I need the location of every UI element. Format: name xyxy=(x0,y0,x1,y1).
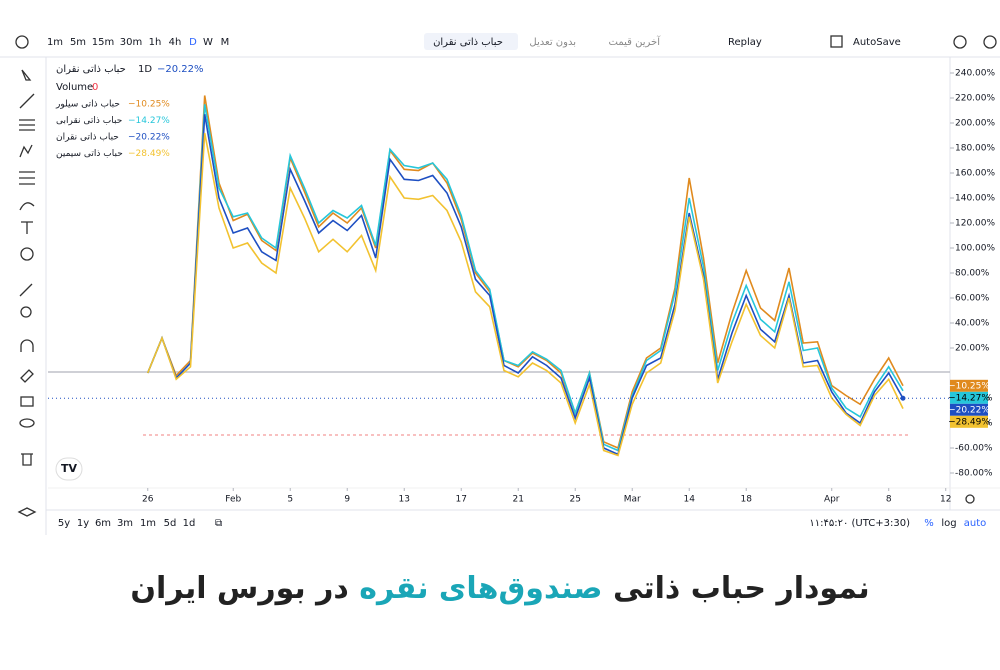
price-tag xyxy=(950,403,988,416)
range-button[interactable]: 1m xyxy=(140,518,156,529)
interval[interactable]: W xyxy=(203,37,213,48)
interval[interactable]: 1m xyxy=(47,37,63,48)
replay[interactable]: Replay xyxy=(728,37,762,48)
caption-after: در بورس ایران xyxy=(130,571,348,606)
caption-before: نمودار حباب ذاتی xyxy=(613,571,870,606)
fullscreen-icon[interactable] xyxy=(983,35,997,49)
symbol-search[interactable] xyxy=(424,33,518,50)
drawing-tools[interactable] xyxy=(17,69,37,517)
legend-volume: Volume xyxy=(56,82,93,93)
legend-volume-value: 0 xyxy=(92,82,98,93)
price-tag-label: −28.49% xyxy=(948,417,990,427)
interval[interactable]: 4h xyxy=(169,37,182,48)
legend-value: −14.27% xyxy=(128,116,170,126)
x-tick-label: 5 xyxy=(287,495,293,505)
range-button[interactable]: 1d xyxy=(183,518,196,529)
auto-toggle[interactable]: auto xyxy=(964,518,987,529)
legend-value: −20.22% xyxy=(157,64,204,75)
axis-settings-icon[interactable] xyxy=(965,494,975,504)
y-tick-label: 100.00% xyxy=(955,244,995,254)
x-tick-label: Mar xyxy=(624,495,641,505)
x-tick-label: 13 xyxy=(399,495,410,505)
symbol-search-text[interactable]: حباب ذاتی نقران xyxy=(433,37,503,48)
y-tick-label: 40.00% xyxy=(955,319,990,329)
x-tick-label: 26 xyxy=(142,495,154,505)
logo-text: TV xyxy=(61,462,78,475)
price-tag xyxy=(950,391,988,404)
x-tick-label: Feb xyxy=(225,495,241,505)
y-tick-label: -80.00% xyxy=(955,469,993,479)
range-button[interactable]: 6m xyxy=(95,518,111,529)
x-tick-label: 8 xyxy=(886,495,892,505)
adjustment[interactable]: بدون تعدیل xyxy=(529,37,576,48)
caption: نمودار حباب ذاتی صندوق‌های نقره در بورس … xyxy=(130,571,869,606)
interval[interactable]: M xyxy=(221,37,230,48)
settings-icon[interactable] xyxy=(953,35,967,49)
series-line xyxy=(146,95,904,450)
x-tick-label: Apr xyxy=(824,495,840,505)
x-tick-label: 9 xyxy=(344,495,350,505)
add-symbol-icon[interactable] xyxy=(15,35,29,49)
x-tick-label: 14 xyxy=(684,495,696,505)
x-tick-label: 21 xyxy=(513,495,524,505)
y-tick-label: 200.00% xyxy=(955,119,995,129)
x-tick-label: 25 xyxy=(570,495,581,505)
price-tag-label: −14.27% xyxy=(948,393,990,403)
legend-name: حباب ذاتی سیمین xyxy=(56,149,123,159)
log-toggle[interactable]: log xyxy=(941,518,956,529)
interval[interactable]: 1h xyxy=(149,37,162,48)
percent-toggle[interactable]: % xyxy=(924,518,934,529)
y-tick-label: 180.00% xyxy=(955,144,995,154)
legend-value: −28.49% xyxy=(128,149,170,159)
autosave[interactable]: AutoSave xyxy=(853,37,901,48)
price-tag xyxy=(950,415,988,428)
interval[interactable]: 30m xyxy=(120,37,142,48)
legend-value: −10.25% xyxy=(128,100,170,110)
autosave-checkbox[interactable] xyxy=(830,35,843,48)
caption-highlight: صندوق‌های نقره xyxy=(359,571,602,606)
series-line xyxy=(146,114,904,456)
interval[interactable]: 15m xyxy=(92,37,114,48)
y-tick-label: 20.00% xyxy=(955,344,990,354)
y-tick-label: 60.00% xyxy=(955,294,990,304)
y-tick-label: 120.00% xyxy=(955,219,995,229)
range-button[interactable]: 5y xyxy=(58,518,70,529)
x-tick-label: 12 xyxy=(940,495,951,505)
interval[interactable]: D xyxy=(189,37,197,48)
tradingview-logo[interactable] xyxy=(55,457,83,481)
range-button[interactable]: 1y xyxy=(77,518,89,529)
y-tick-label: 240.00% xyxy=(955,69,995,79)
series-line xyxy=(146,104,904,452)
x-tick-label: 18 xyxy=(741,495,753,505)
goto-date[interactable]: ⧉ xyxy=(215,518,222,529)
range-button[interactable]: 5d xyxy=(164,518,177,529)
legend-name: حباب ذاتی سیلور xyxy=(55,100,120,110)
y-tick-label: 80.00% xyxy=(955,269,990,279)
y-tick-label: 160.00% xyxy=(955,169,995,179)
x-tick-label: 17 xyxy=(456,495,467,505)
legend-name: حباب ذاتی نقران xyxy=(56,133,119,143)
last-point xyxy=(900,395,906,401)
price-tag xyxy=(950,379,988,392)
price-tag-label: −20.22% xyxy=(948,405,990,415)
legend-interval: 1D xyxy=(138,64,152,75)
series-line xyxy=(146,132,904,457)
clock: ۱۱:۴۵:۲۰ (UTC+3:30) xyxy=(809,518,910,529)
price-mode[interactable]: آخرین قیمت xyxy=(609,35,662,48)
y-tick-label: 140.00% xyxy=(955,194,995,204)
y-tick-label: 220.00% xyxy=(955,94,995,104)
price-tag-label: −10.25% xyxy=(948,381,990,391)
legend-symbol: حباب ذاتی نقران xyxy=(56,64,126,75)
range-button[interactable]: 3m xyxy=(117,518,133,529)
interval[interactable]: 5m xyxy=(70,37,86,48)
legend-name: حباب ذاتی نقرابی xyxy=(56,116,122,126)
legend-value: −20.22% xyxy=(128,133,170,143)
y-tick-label: -60.00% xyxy=(955,444,993,454)
